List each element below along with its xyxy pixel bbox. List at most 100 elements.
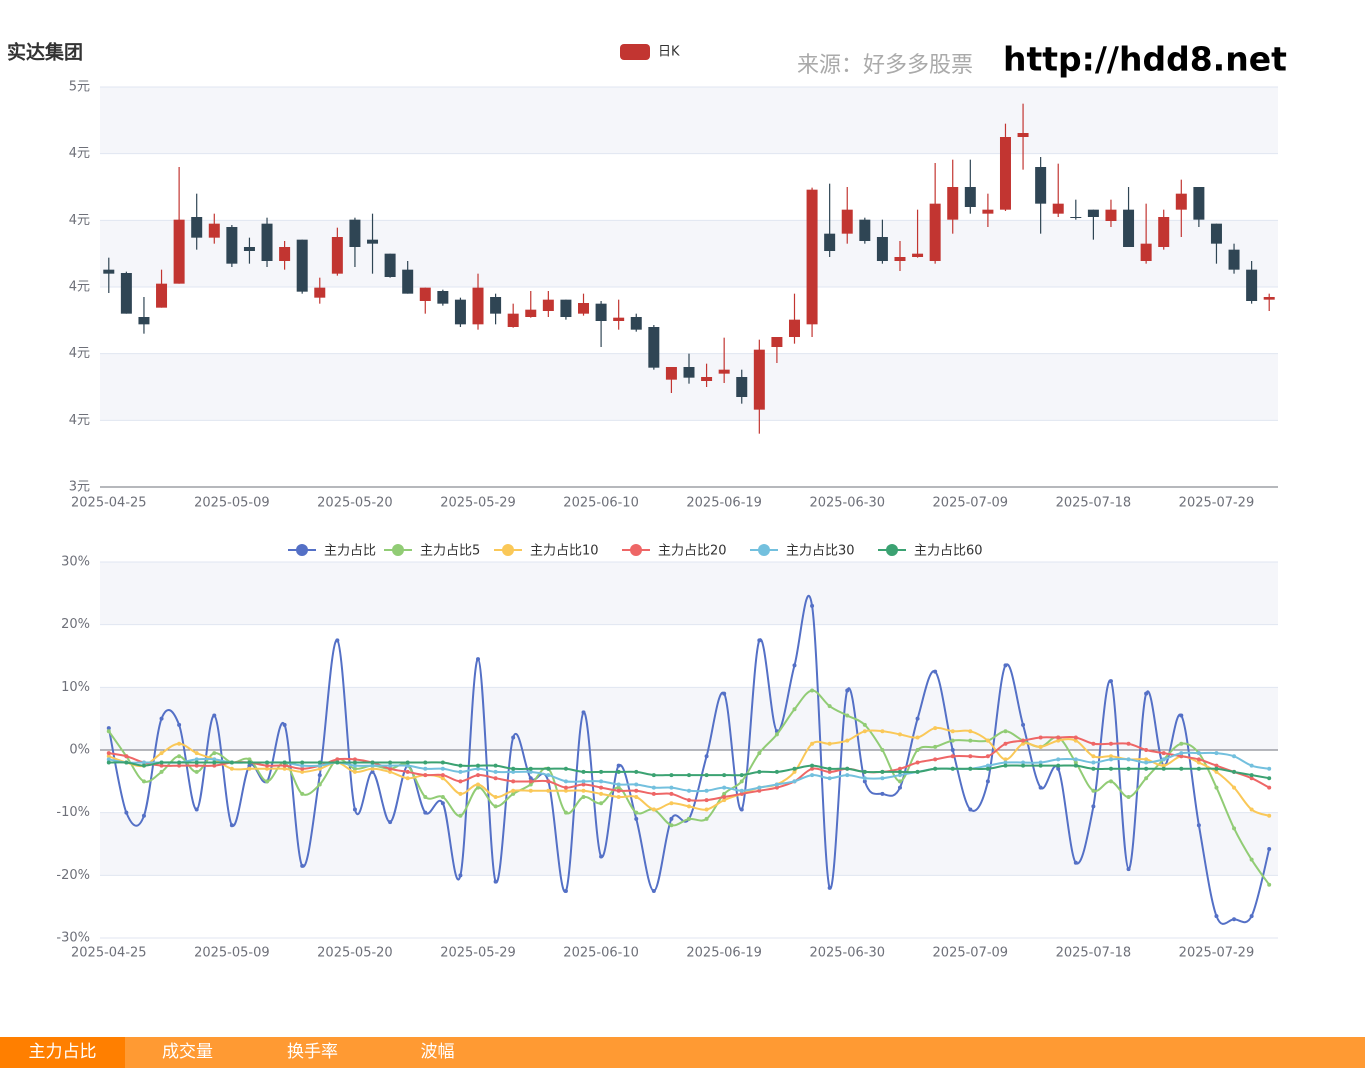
candle-body xyxy=(929,203,941,261)
point xyxy=(933,757,938,762)
point xyxy=(915,760,920,765)
point xyxy=(1144,776,1149,781)
point xyxy=(229,760,234,765)
y-tick-label: 3元 xyxy=(69,480,90,495)
point xyxy=(1196,751,1201,756)
candle-body xyxy=(683,367,695,378)
point xyxy=(669,785,674,790)
point xyxy=(546,773,551,778)
point xyxy=(862,776,867,781)
point xyxy=(440,766,445,771)
point xyxy=(634,782,639,787)
point xyxy=(687,788,691,793)
point xyxy=(845,766,850,771)
point xyxy=(669,823,674,828)
point xyxy=(528,766,533,771)
point xyxy=(968,807,973,812)
point xyxy=(634,788,639,793)
point xyxy=(229,766,234,771)
x-tick-label: 2025-07-29 xyxy=(1179,946,1255,961)
legend-label: 主力占比10 xyxy=(530,544,599,559)
point xyxy=(634,810,639,815)
point xyxy=(528,776,533,781)
point xyxy=(722,798,727,803)
point xyxy=(810,773,815,778)
point xyxy=(1003,763,1008,768)
legend-label: 主力占比30 xyxy=(786,544,855,559)
point xyxy=(1056,735,1061,740)
point xyxy=(247,766,252,771)
point xyxy=(739,788,744,793)
point xyxy=(1108,741,1113,746)
point xyxy=(704,773,709,778)
candle-body xyxy=(613,317,625,321)
point xyxy=(1073,760,1078,765)
candle-body xyxy=(349,219,361,247)
point xyxy=(599,854,604,859)
point xyxy=(1108,754,1113,759)
point xyxy=(1108,766,1113,771)
point xyxy=(423,760,428,765)
point xyxy=(1003,741,1008,746)
point xyxy=(440,795,445,799)
point xyxy=(985,779,990,784)
point xyxy=(774,782,779,787)
candle-body xyxy=(1017,133,1029,137)
x-tick-label: 2025-04-25 xyxy=(71,496,147,511)
point xyxy=(634,769,639,774)
point xyxy=(1214,769,1219,774)
tab[interactable]: 换手率 xyxy=(287,1042,338,1062)
point xyxy=(159,760,164,765)
point xyxy=(774,732,779,737)
point xyxy=(687,798,691,803)
point xyxy=(827,776,832,781)
x-tick-label: 2025-06-19 xyxy=(686,946,762,961)
point xyxy=(177,741,182,746)
point xyxy=(1126,766,1131,771)
point xyxy=(159,716,164,721)
point xyxy=(335,760,340,765)
y-tick-label: -30% xyxy=(56,931,90,946)
point xyxy=(511,735,516,740)
candle-body xyxy=(894,257,906,261)
point xyxy=(950,729,955,734)
point xyxy=(1144,757,1149,762)
point xyxy=(651,807,656,812)
point xyxy=(194,769,199,774)
tab[interactable]: 波幅 xyxy=(420,1042,455,1062)
point xyxy=(300,763,305,768)
point xyxy=(1038,760,1043,765)
point xyxy=(669,791,674,796)
point xyxy=(352,769,357,774)
tab[interactable]: 主力占比 xyxy=(0,1037,125,1068)
point xyxy=(1021,738,1026,743)
point xyxy=(212,757,217,762)
point xyxy=(968,738,973,743)
point xyxy=(1091,788,1096,793)
point xyxy=(1179,766,1184,771)
point xyxy=(757,751,762,756)
point xyxy=(827,769,832,774)
point xyxy=(317,766,322,771)
point xyxy=(247,763,252,768)
point xyxy=(563,788,568,793)
point xyxy=(511,779,516,784)
point xyxy=(933,744,938,749)
candle-body xyxy=(947,187,959,220)
point xyxy=(1126,867,1131,872)
point xyxy=(1144,691,1149,696)
tab[interactable]: 成交量 xyxy=(162,1042,213,1062)
point xyxy=(1196,823,1201,828)
point xyxy=(1249,773,1254,778)
point xyxy=(106,751,111,756)
point xyxy=(616,788,621,793)
point xyxy=(651,773,656,778)
point xyxy=(546,788,551,793)
legend-dot xyxy=(758,544,770,556)
point xyxy=(423,795,428,799)
point xyxy=(1091,741,1096,746)
point xyxy=(897,766,902,771)
point xyxy=(880,729,885,734)
point xyxy=(669,801,674,806)
point xyxy=(827,766,832,771)
